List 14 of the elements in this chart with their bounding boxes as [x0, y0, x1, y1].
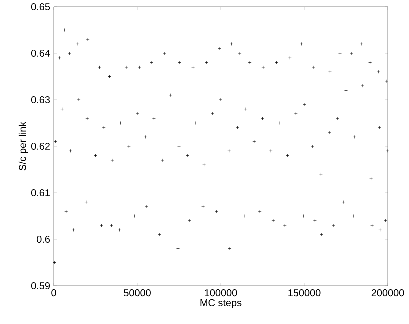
- y-tick-label: 0.62: [31, 142, 50, 150]
- y-tick-label: 0.64: [31, 50, 50, 58]
- y-tick-label: 0.63: [31, 96, 50, 104]
- x-axis-title: MC steps: [200, 299, 242, 308]
- y-axis-title: S/c per link: [18, 122, 28, 171]
- y-tick-label: 0.59: [31, 282, 50, 290]
- x-tick-label: 100000: [205, 290, 238, 297]
- y-tick-label: 0.65: [31, 3, 50, 11]
- x-tick-label: 150000: [288, 290, 321, 297]
- y-tick-label: 0.61: [31, 189, 50, 197]
- x-tick-label: 50000: [124, 290, 151, 297]
- y-tick-label: 0.6: [37, 236, 50, 244]
- x-tick-label: 0: [52, 290, 56, 297]
- x-tick-label: 200000: [372, 290, 404, 297]
